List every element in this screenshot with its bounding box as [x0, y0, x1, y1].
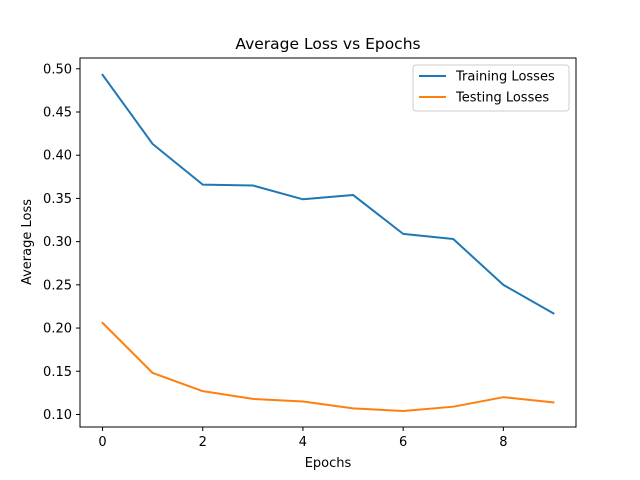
y-tick-label: 0.20: [43, 322, 72, 337]
chart-title: Average Loss vs Epochs: [235, 35, 420, 53]
x-axis-label: Epochs: [305, 456, 352, 471]
x-tick-label: 2: [199, 435, 207, 450]
y-tick-label: 0.50: [43, 62, 72, 77]
y-tick-label: 0.15: [43, 365, 72, 380]
series-line-testing-losses: [101, 321, 555, 413]
y-tick-label: 0.35: [43, 192, 72, 207]
x-tick-label: 0: [98, 435, 106, 450]
plot-frame: [79, 57, 577, 428]
series-line-training-losses: [101, 73, 555, 315]
legend: Training Losses Testing Losses: [412, 64, 570, 112]
y-tick-label: 0.30: [43, 235, 72, 250]
y-tick-label: 0.10: [43, 408, 72, 423]
y-axis-label: Average Loss: [20, 199, 35, 285]
x-tick-label: 4: [299, 435, 307, 450]
legend-box: [412, 64, 570, 112]
y-tick-label: 0.25: [43, 278, 72, 293]
y-tick-label: 0.40: [43, 149, 72, 164]
legend-label: Training Losses: [455, 70, 555, 85]
y-tick-label: 0.45: [43, 106, 72, 121]
x-tick-label: 8: [499, 435, 507, 450]
legend-label: Testing Losses: [455, 91, 549, 106]
x-tick-label: 6: [399, 435, 407, 450]
